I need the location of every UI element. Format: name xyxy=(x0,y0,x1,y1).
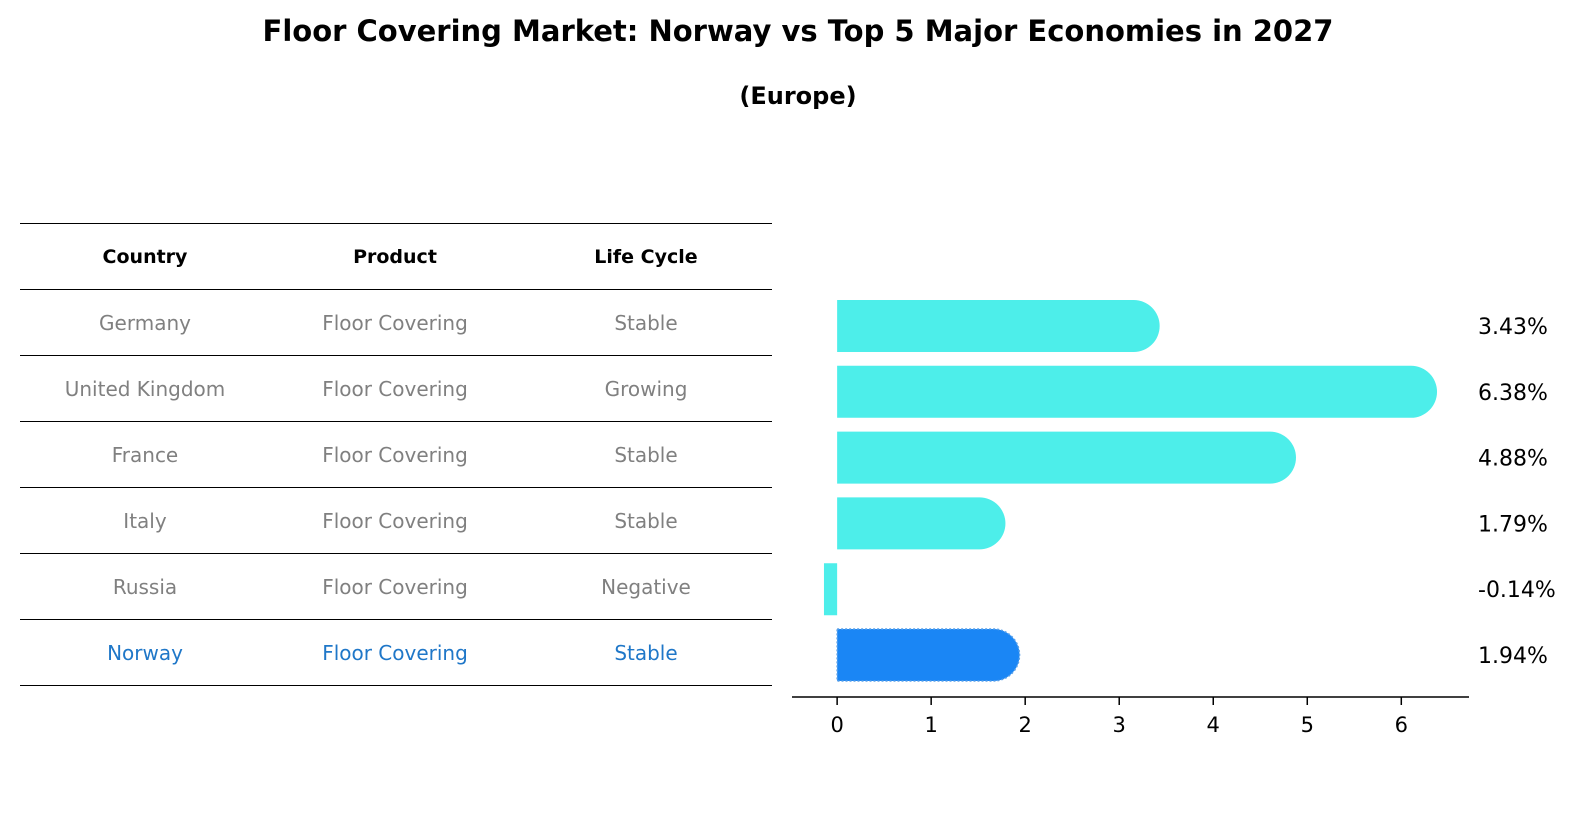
cell-country: United Kingdom xyxy=(20,355,270,422)
cell-product: Floor Covering xyxy=(270,619,520,686)
cell-country: Russia xyxy=(20,553,270,620)
data-label: 4.88% xyxy=(1478,447,1548,472)
table-row: United Kingdom Floor Covering Growing xyxy=(20,355,772,422)
data-label: 1.94% xyxy=(1478,644,1548,669)
x-tick-label: 6 xyxy=(1395,713,1408,737)
data-label: 1.79% xyxy=(1478,512,1548,537)
bar-france xyxy=(837,431,1296,484)
bar-united-kingdom xyxy=(837,365,1438,418)
header-life-cycle: Life Cycle xyxy=(520,223,772,290)
header-country: Country xyxy=(20,223,270,290)
cell-life-cycle: Growing xyxy=(520,355,772,422)
cell-product: Floor Covering xyxy=(270,553,520,620)
bar-germany xyxy=(837,300,1160,352)
market-table: Country Product Life Cycle Germany Floor… xyxy=(20,223,772,686)
cell-life-cycle: Stable xyxy=(520,619,772,686)
x-tick-label: 4 xyxy=(1207,713,1220,737)
cell-life-cycle: Stable xyxy=(520,289,772,356)
x-tick-label: 5 xyxy=(1301,713,1314,737)
chart-subtitle: (Europe) xyxy=(739,82,857,110)
x-tick-label: 1 xyxy=(924,713,937,737)
x-tick-label: 2 xyxy=(1019,713,1032,737)
data-label: 3.43% xyxy=(1478,315,1548,340)
table-header-row: Country Product Life Cycle xyxy=(20,223,772,290)
cell-product: Floor Covering xyxy=(270,289,520,356)
chart-title: Floor Covering Market: Norway vs Top 5 M… xyxy=(262,14,1334,48)
cell-product: Floor Covering xyxy=(270,487,520,554)
data-label: -0.14% xyxy=(1478,578,1556,603)
cell-country: Italy xyxy=(20,487,270,554)
table-row: France Floor Covering Stable xyxy=(20,421,772,488)
data-label: 6.38% xyxy=(1478,381,1548,406)
cell-country: France xyxy=(20,421,270,488)
cell-country: Norway xyxy=(20,619,270,686)
header-product: Product xyxy=(270,223,520,290)
cell-product: Floor Covering xyxy=(270,421,520,488)
cell-product: Floor Covering xyxy=(270,355,520,422)
table-row: Russia Floor Covering Negative xyxy=(20,553,772,620)
bar-russia xyxy=(823,563,838,616)
cell-country: Germany xyxy=(20,289,270,356)
x-tick-label: 0 xyxy=(830,713,843,737)
cell-life-cycle: Stable xyxy=(520,421,772,488)
bar-norway xyxy=(836,628,1021,682)
table-row: Germany Floor Covering Stable xyxy=(20,289,772,356)
bar-italy xyxy=(837,497,1006,550)
table-row-highlighted: Norway Floor Covering Stable xyxy=(20,619,772,686)
cell-life-cycle: Stable xyxy=(520,487,772,554)
x-tick-label: 3 xyxy=(1113,713,1126,737)
cell-life-cycle: Negative xyxy=(520,553,772,620)
table-row: Italy Floor Covering Stable xyxy=(20,487,772,554)
